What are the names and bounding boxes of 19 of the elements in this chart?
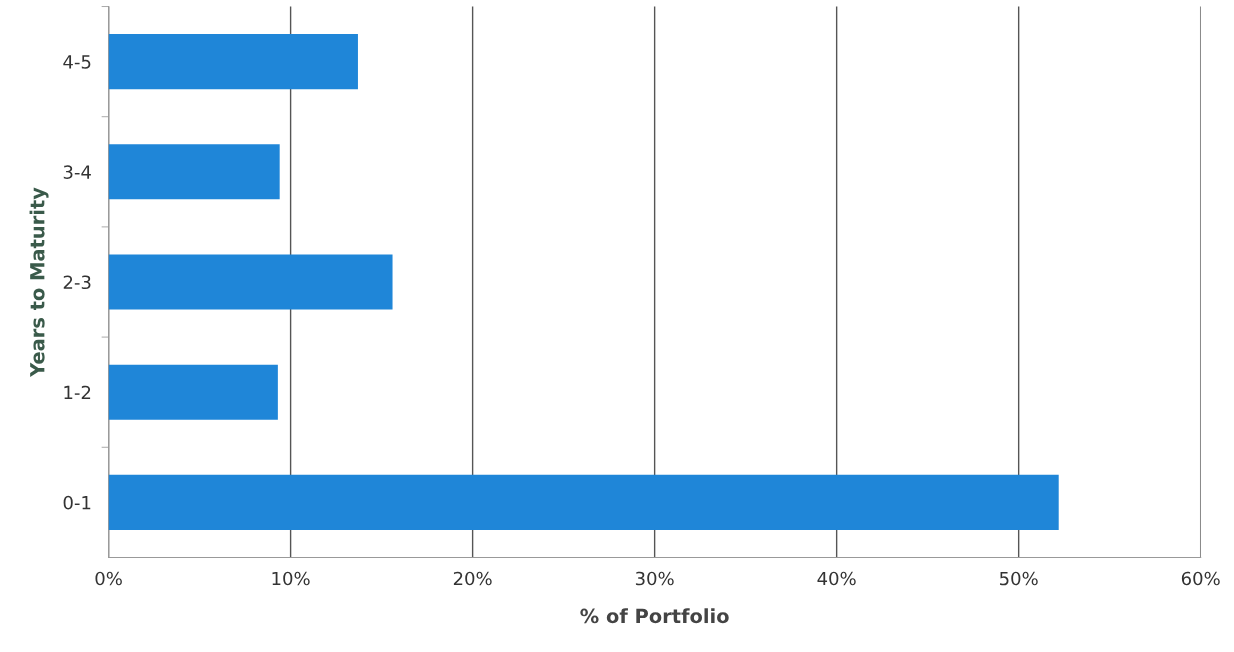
x-tick-label: 10%	[272, 571, 310, 586]
y-axis-title: Years to Maturity	[29, 187, 49, 378]
y-tick-label: 3-4	[63, 165, 91, 179]
bar	[108, 254, 393, 310]
x-axis-title: % of Portfolio	[580, 608, 729, 624]
y-tick-label: 0-1	[63, 495, 91, 510]
bar	[108, 144, 280, 200]
x-tick-label: 0%	[95, 571, 122, 586]
bar	[108, 34, 358, 90]
y-tick-label: 2-3	[63, 275, 91, 290]
x-tick-label: 30%	[635, 571, 674, 586]
y-tick-label: 4-5	[63, 55, 91, 69]
bar	[108, 474, 1059, 530]
x-tick-label: 60%	[1181, 571, 1220, 586]
x-tick-label: 40%	[817, 571, 856, 586]
y-tick-label: 1-2	[64, 385, 91, 400]
x-tick-label: 20%	[453, 571, 492, 586]
bar	[108, 364, 278, 420]
x-tick-label: 50%	[999, 571, 1038, 586]
